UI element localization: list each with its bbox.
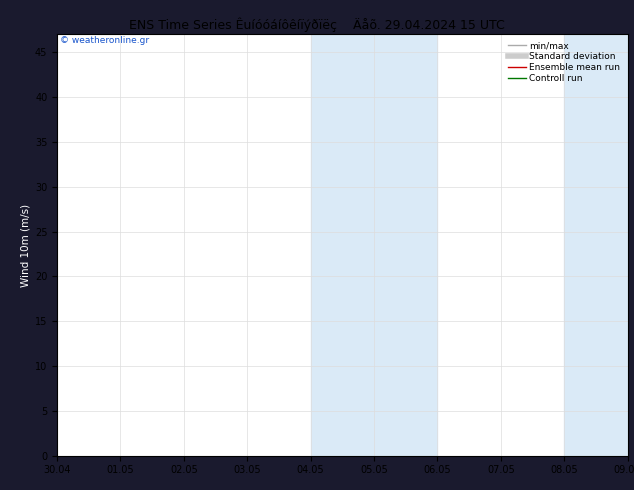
Text: © weatheronline.gr: © weatheronline.gr (60, 36, 149, 46)
Legend: min/max, Standard deviation, Ensemble mean run, Controll run: min/max, Standard deviation, Ensemble me… (505, 39, 623, 86)
Bar (311, 34, 374, 456)
Text: ENS Time Series Êuíóóáíôêíïýðïëç    Äåõ. 29.04.2024 15 UTC: ENS Time Series Êuíóóáíôêíïýðïëç Äåõ. 29… (129, 17, 505, 32)
Bar (374, 34, 437, 456)
Y-axis label: Wind 10m (m/s): Wind 10m (m/s) (21, 203, 30, 287)
Bar (564, 34, 628, 456)
